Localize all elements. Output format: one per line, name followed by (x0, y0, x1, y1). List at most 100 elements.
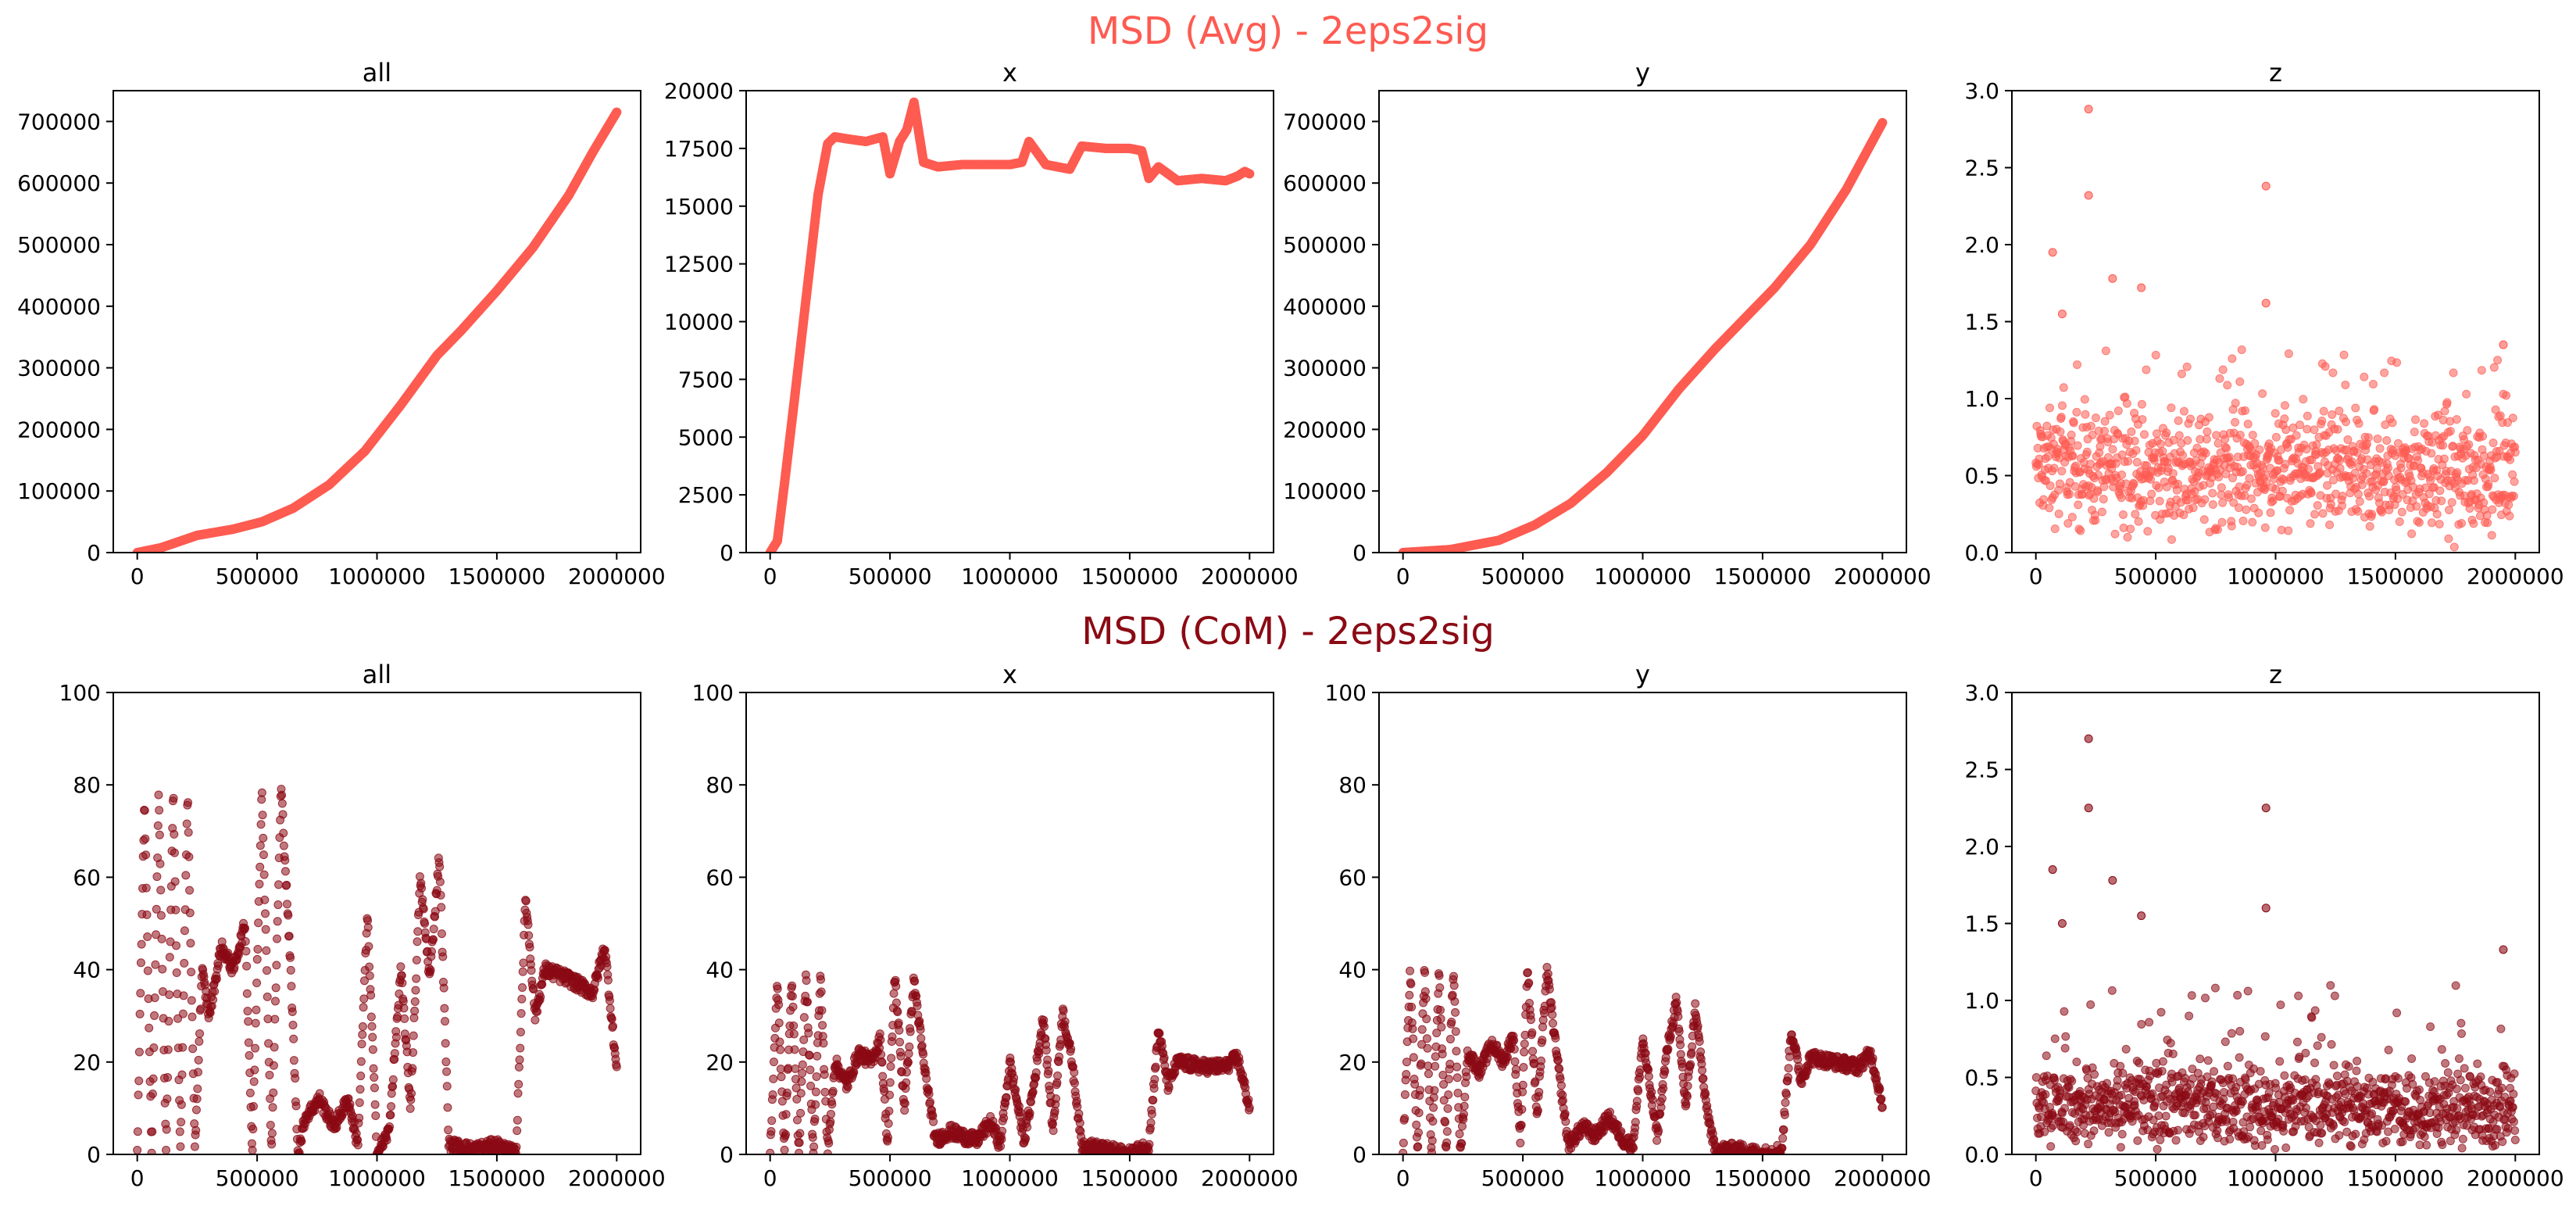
data-point (1145, 1140, 1154, 1149)
data-point (1696, 1047, 1706, 1057)
data-point (1519, 1063, 1528, 1072)
x-tick-label: 2000000 (1201, 1165, 1299, 1191)
data-point (2204, 413, 2213, 422)
data-point (263, 992, 272, 1001)
data-point (2479, 498, 2488, 507)
figure-title-com: MSD (CoM) - 2eps2sig (1081, 610, 1495, 653)
data-point (1520, 1040, 1529, 1049)
data-point (809, 1142, 819, 1151)
data-point (1009, 1073, 1019, 1083)
data-point (151, 960, 160, 969)
data-point (2167, 403, 2176, 413)
data-point (1417, 1025, 1427, 1034)
data-point (438, 952, 448, 961)
data-point (781, 1110, 791, 1119)
data-point (2073, 441, 2082, 450)
data-point (1409, 1034, 1418, 1043)
x-tick-label: 2000000 (2467, 564, 2564, 589)
data-point (2255, 445, 2264, 454)
data-point (1451, 1027, 1460, 1036)
data-point (2490, 474, 2499, 483)
data-point (1738, 1140, 1747, 1150)
data-point (2395, 517, 2404, 526)
plot-area (766, 970, 1254, 1154)
data-point (884, 1107, 894, 1116)
figure-title-avg: MSD (Avg) - 2eps2sig (1087, 9, 1489, 53)
data-point (1781, 1098, 1790, 1108)
data-point (253, 944, 263, 954)
subplot-title: all (363, 660, 391, 689)
data-point (910, 976, 920, 986)
data-point (252, 979, 262, 988)
data-point (2213, 525, 2222, 535)
data-point (806, 1065, 815, 1075)
data-point (783, 448, 793, 458)
data-point (2393, 438, 2403, 448)
data-point (179, 991, 188, 1000)
data-point (370, 1083, 379, 1093)
data-point (2510, 477, 2519, 486)
data-point (1443, 1104, 1452, 1113)
data-point (2350, 468, 2360, 478)
data-point (2108, 274, 2117, 283)
data-point (286, 953, 295, 962)
data-point (1070, 1079, 1079, 1088)
data-point (170, 848, 179, 857)
data-point (602, 962, 612, 972)
data-point (817, 1006, 827, 1015)
data-point (816, 975, 826, 984)
y-tick-label: 0.0 (1964, 540, 1999, 566)
data-point (2326, 499, 2335, 509)
data-point (152, 930, 161, 939)
y-tick-label: 600000 (17, 170, 101, 196)
data-point (143, 932, 152, 942)
x-tick-label: 1000000 (961, 564, 1059, 589)
data-point (524, 931, 534, 940)
data-point (443, 1103, 452, 1112)
y-tick-label: 300000 (17, 356, 101, 381)
data-point (2463, 426, 2472, 435)
x-tick-label: 0 (763, 564, 777, 589)
data-point (888, 1032, 897, 1041)
data-point (1074, 1109, 1084, 1118)
data-point (1452, 1062, 1462, 1072)
data-point (1520, 1047, 1529, 1057)
data-point (287, 982, 296, 991)
data-point (1031, 1068, 1041, 1077)
y-tick-label: 15000 (664, 194, 734, 220)
data-point (514, 1079, 523, 1089)
data-point (906, 1027, 915, 1036)
data-point (178, 1043, 188, 1052)
data-point (1402, 1057, 1411, 1067)
data-point (1427, 1148, 1437, 1154)
data-point (147, 1148, 156, 1154)
data-point (1663, 1044, 1673, 1054)
data-point (1784, 1064, 1793, 1073)
data-point (172, 968, 181, 978)
data-point (188, 1012, 197, 1022)
data-point (2124, 456, 2133, 466)
data-point (2392, 358, 2402, 367)
data-point (2218, 365, 2228, 374)
data-point (1455, 1129, 1464, 1139)
data-point (169, 793, 178, 803)
data-point (2260, 523, 2270, 532)
data-point (2091, 413, 2100, 423)
data-point (2156, 439, 2165, 449)
data-point (1413, 1128, 1423, 1137)
data-point (2217, 517, 2227, 527)
data-point (799, 314, 809, 324)
data-point (812, 200, 822, 210)
data-point (2303, 424, 2312, 434)
data-point (1429, 1103, 1438, 1112)
data-point (2076, 526, 2085, 535)
data-point (255, 841, 265, 850)
data-point (1682, 1092, 1692, 1101)
y-tick-label: 80 (73, 772, 101, 798)
data-point (191, 1125, 201, 1135)
data-point (2362, 469, 2371, 478)
data-point (518, 983, 527, 993)
data-point (795, 1129, 805, 1138)
data-point (2378, 507, 2387, 517)
data-point (2469, 476, 2478, 485)
